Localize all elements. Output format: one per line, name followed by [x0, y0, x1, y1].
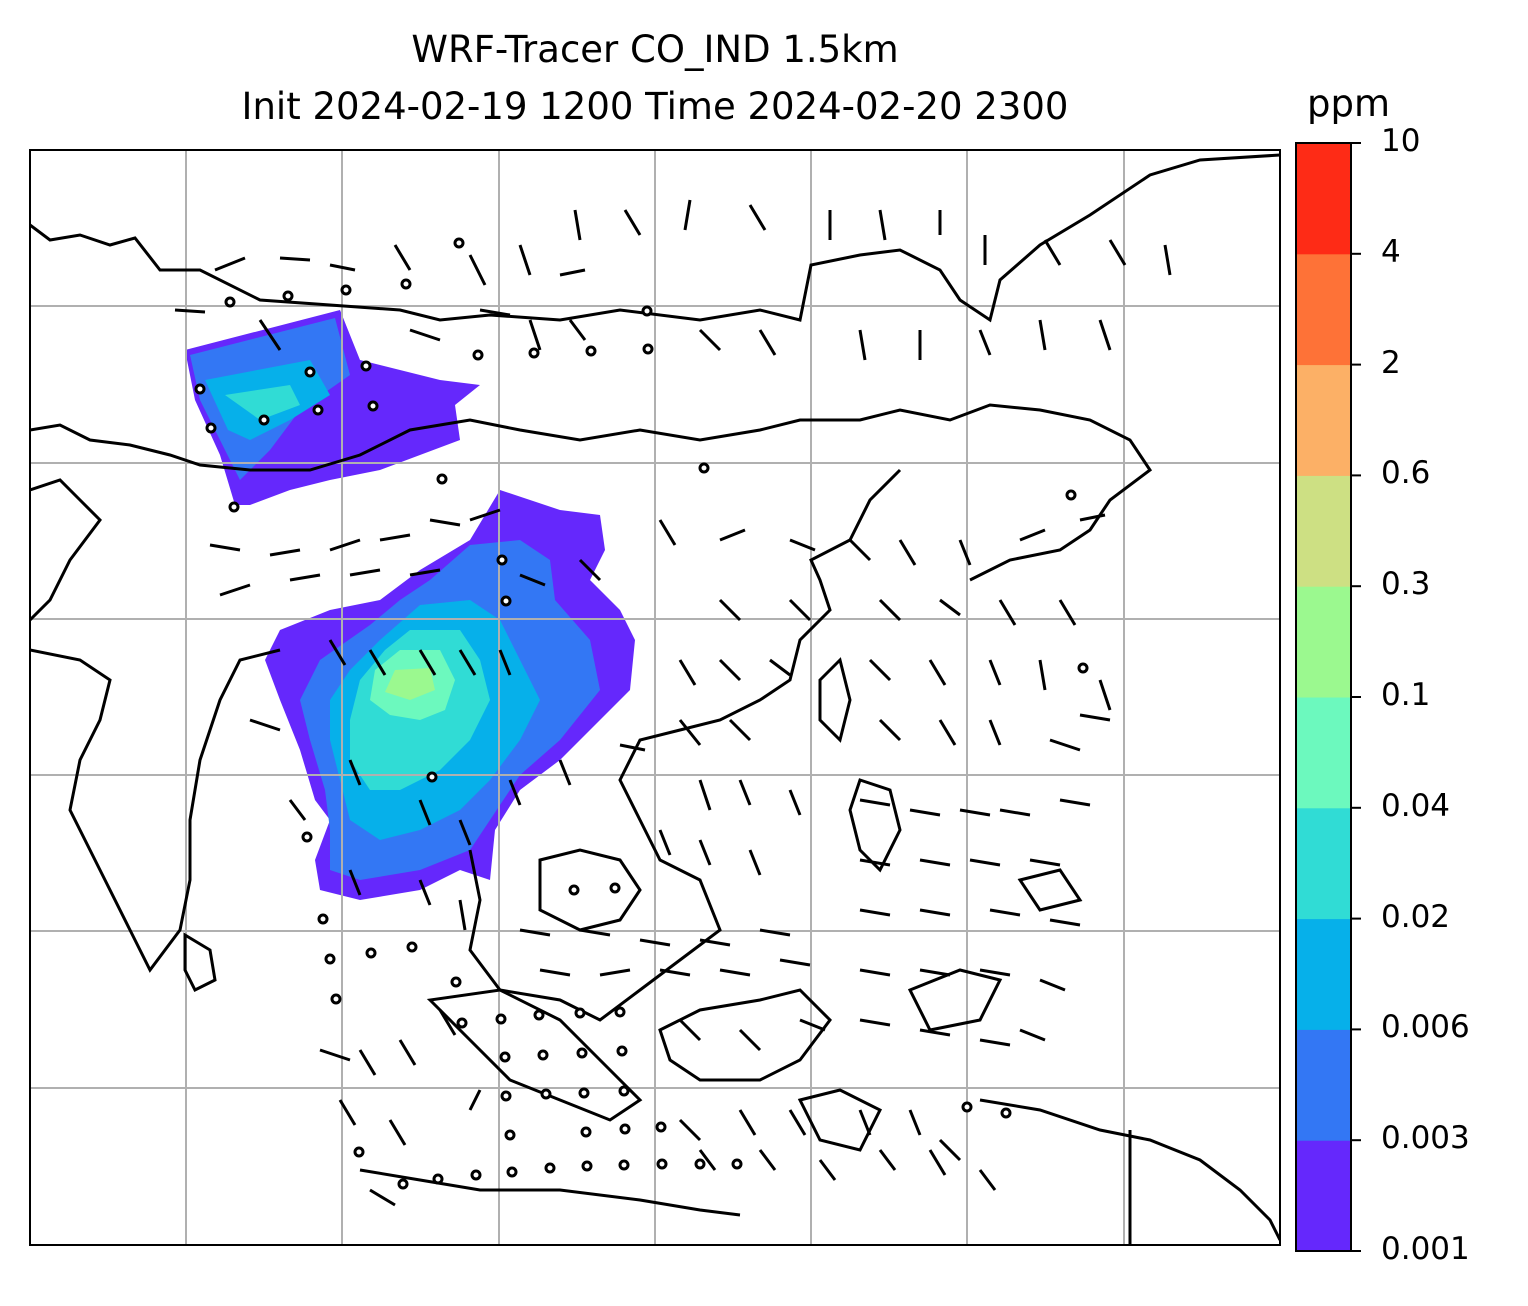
plot-title-line-2: Init 2024-02-19 1200 Time 2024-02-20 230… — [241, 85, 1069, 128]
colorbar-segment — [1296, 918, 1351, 1030]
tracer-plume-south — [265, 490, 635, 900]
colorbar-tick-label: 0.001 — [1381, 1231, 1470, 1267]
colorbar-segment — [1296, 364, 1351, 476]
colorbar-tick-label: 0.04 — [1381, 787, 1451, 824]
colorbar-tick-label: 0.003 — [1381, 1120, 1470, 1157]
colorbar-tick-label: 10 — [1381, 123, 1421, 159]
coastlines — [30, 153, 1280, 1245]
colorbar — [1295, 142, 1361, 1252]
map-gridlines — [30, 150, 1280, 1245]
colorbar-segment — [1296, 1140, 1351, 1252]
map-panel — [29, 149, 1281, 1246]
colorbar-tick-label: 0.02 — [1381, 898, 1451, 935]
colorbar-segment — [1296, 1029, 1351, 1141]
colorbar-tick-label: 0.3 — [1381, 566, 1431, 603]
map-border — [29, 149, 1281, 1246]
colorbar-tick-label: 2 — [1381, 344, 1401, 381]
colorbar-segment — [1296, 475, 1351, 587]
calm-wind-circles — [194, 237, 1089, 1190]
colorbar-segment — [1296, 143, 1351, 255]
colorbar-tick-label: 0.6 — [1381, 455, 1431, 492]
colorbar-segment — [1296, 807, 1351, 920]
tracer-plume-north — [185, 310, 480, 505]
colorbar-tick-label: 0.006 — [1381, 1009, 1470, 1046]
colorbar-segment — [1296, 253, 1351, 366]
colorbar-segment — [1296, 586, 1351, 698]
colorbar-unit-label: ppm — [1307, 82, 1391, 125]
colorbar-segment — [1296, 697, 1351, 809]
wind-barbs — [174, 199, 1172, 1207]
colorbar-tick-label: 0.1 — [1381, 677, 1431, 713]
colorbar-tick-label: 4 — [1381, 233, 1401, 270]
plot-title-line-1: WRF-Tracer CO_IND 1.5km — [411, 28, 899, 71]
